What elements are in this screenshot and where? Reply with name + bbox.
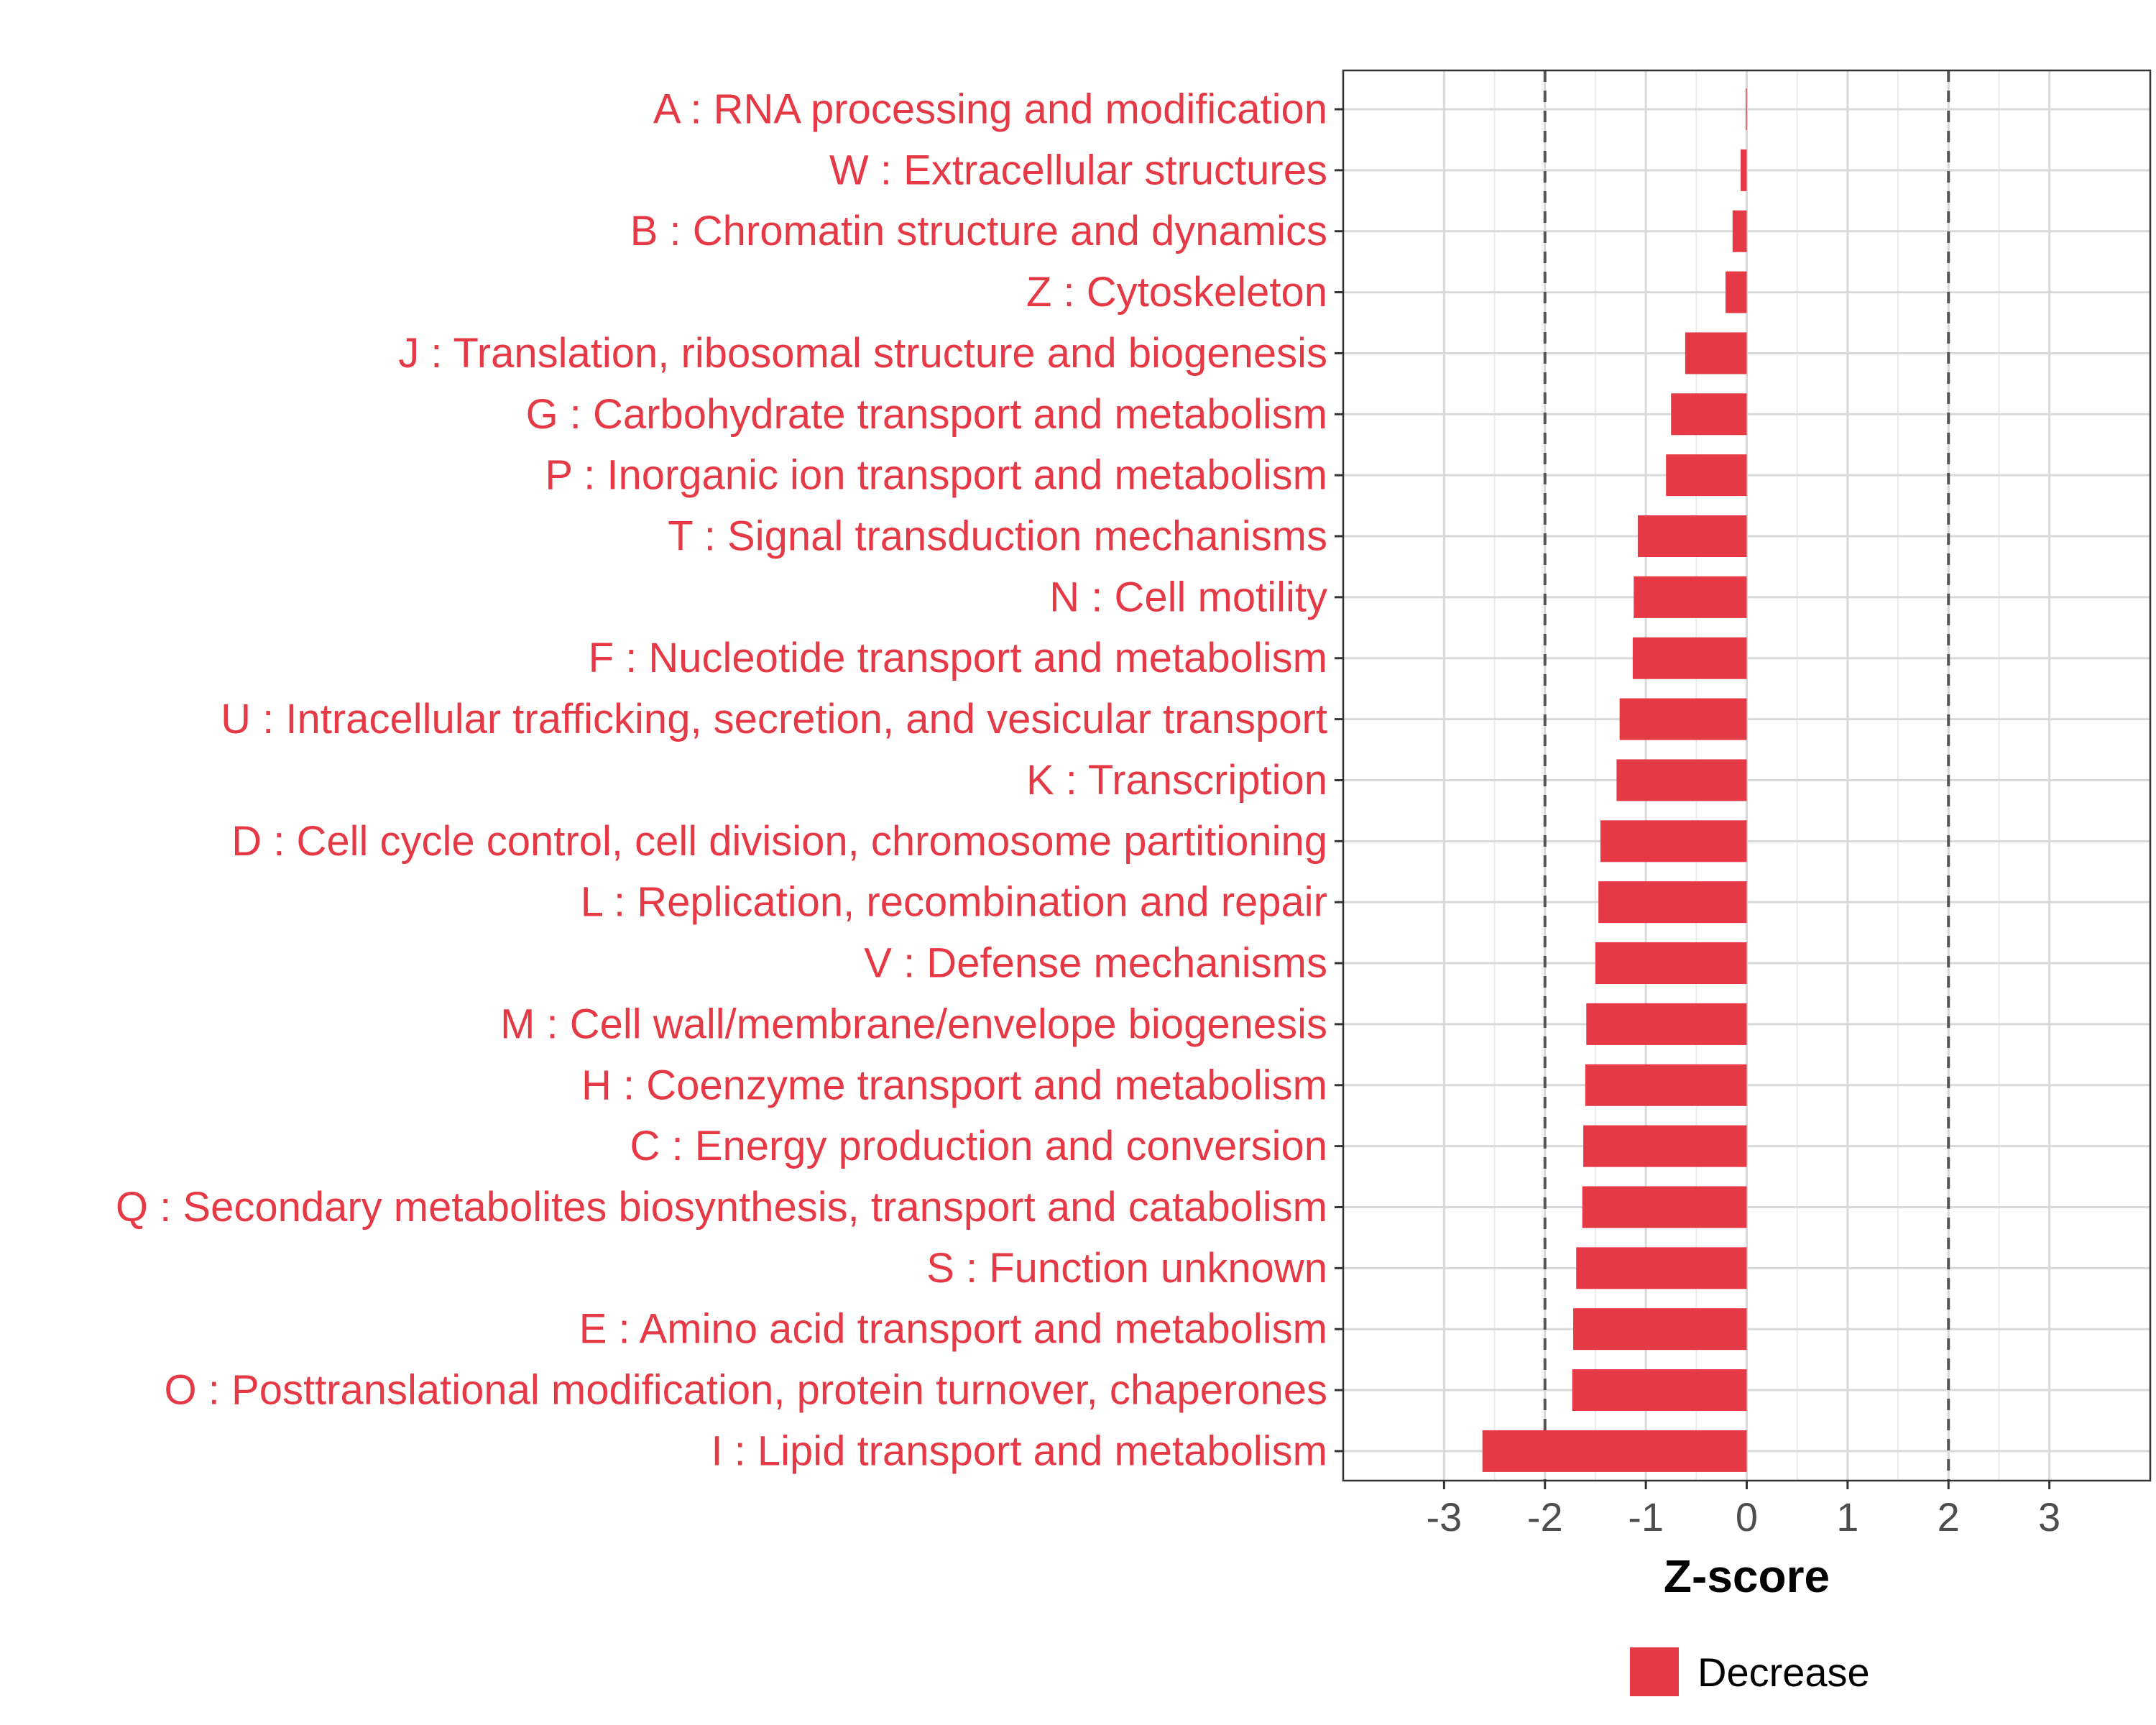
y-tick-label: P : Inorganic ion transport and metaboli… [545,452,1327,499]
bar [1573,1308,1747,1351]
y-tick-label: Q : Secondary metabolites biosynthesis, … [116,1184,1327,1230]
y-tick-label: T : Signal transduction mechanisms [668,513,1327,560]
y-tick-label: K : Transcription [1026,757,1327,804]
bar [1666,454,1747,497]
legend: Decrease [1630,1647,1870,1696]
bars [1482,88,1747,1472]
y-tick-label: L : Replication, recombination and repai… [581,879,1327,926]
reference-lines [1543,70,1950,1481]
bar [1600,820,1747,862]
x-tick-label: -2 [1527,1494,1563,1540]
y-tick-label: V : Defense mechanisms [864,940,1327,987]
x-tick-label: -3 [1426,1494,1462,1540]
y-tick-label: H : Coenzyme transport and metabolism [581,1062,1327,1108]
bar [1732,210,1747,252]
legend-label-decrease: Decrease [1697,1650,1870,1695]
y-tick-label: U : Intracellular trafficking, secretion… [221,696,1327,742]
bar [1572,1369,1747,1412]
y-tick-label: C : Energy production and conversion [630,1123,1327,1169]
x-tick-label: 0 [1736,1494,1758,1540]
x-axis-ticks: -3 -2 -1 0 1 2 3 [1426,1481,2060,1540]
bar [1595,942,1747,985]
bar [1616,759,1747,801]
bar [1746,88,1747,130]
bar [1583,1125,1747,1167]
y-tick-label: D : Cell cycle control, cell division, c… [231,818,1327,865]
y-tick-label: A : RNA processing and modification [653,86,1327,133]
x-tick-label: 1 [1836,1494,1858,1540]
bar [1685,332,1747,374]
y-tick-label: S : Function unknown [926,1245,1327,1292]
y-tick-label: Z : Cytoskeleton [1026,269,1327,316]
bar [1582,1186,1747,1228]
x-tick-label: 2 [1938,1494,1960,1540]
y-tick-label: G : Carbohydrate transport and metabolis… [526,391,1327,438]
bar [1726,271,1747,313]
bar [1585,1064,1747,1106]
y-tick-label: B : Chromatin structure and dynamics [630,208,1327,254]
bar [1637,515,1747,558]
bar [1586,1003,1747,1045]
x-axis-title: Z-score [1664,1550,1830,1602]
bar [1598,881,1747,924]
y-tick-label: W : Extracellular structures [829,147,1327,193]
bar [1619,698,1747,740]
bar [1632,637,1747,679]
bar [1576,1247,1747,1289]
legend-swatch-decrease [1630,1647,1679,1696]
y-tick-label: E : Amino acid transport and metabolism [579,1306,1327,1353]
x-tick-label: -1 [1628,1494,1664,1540]
y-tick-label: I : Lipid transport and metabolism [711,1427,1327,1474]
y-axis-ticks: A : RNA processing and modification W : E… [116,86,1343,1474]
y-tick-label: F : Nucleotide transport and metabolism [589,635,1327,681]
bar [1482,1430,1747,1472]
bar [1671,393,1747,436]
y-tick-label: O : Posttranslational modification, prot… [165,1367,1327,1414]
y-tick-label: N : Cell motility [1049,574,1327,620]
y-tick-label: M : Cell wall/membrane/envelope biogenes… [500,1000,1327,1047]
x-tick-label: 3 [2038,1494,2060,1540]
bar [1741,149,1747,191]
bar [1634,576,1747,618]
y-tick-label: J : Translation, ribosomal structure and… [398,330,1327,377]
